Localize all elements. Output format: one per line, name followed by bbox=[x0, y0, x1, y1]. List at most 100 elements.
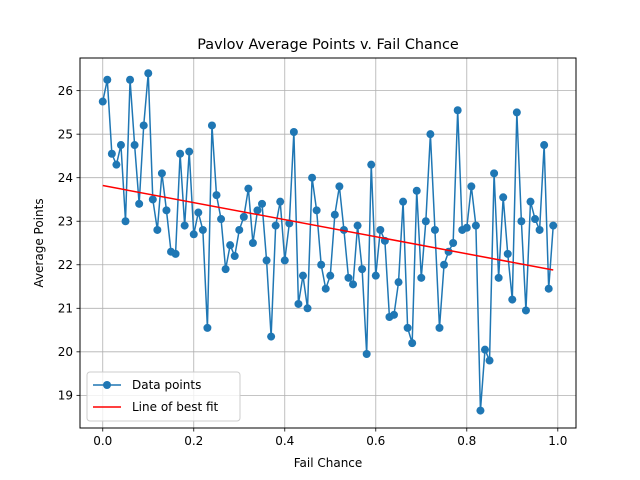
data-point bbox=[339, 225, 348, 234]
data-point bbox=[376, 225, 385, 234]
data-point bbox=[253, 206, 262, 215]
data-point bbox=[471, 221, 480, 230]
x-axis-label: Fail Chance bbox=[294, 456, 363, 470]
data-point bbox=[499, 193, 508, 202]
data-point bbox=[212, 191, 221, 200]
data-point bbox=[503, 249, 512, 258]
data-point bbox=[262, 256, 271, 265]
data-point bbox=[449, 239, 458, 247]
data-point bbox=[531, 215, 540, 224]
data-point bbox=[308, 173, 317, 182]
data-point bbox=[412, 186, 421, 195]
data-point bbox=[235, 225, 244, 234]
data-point bbox=[480, 345, 489, 354]
data-point bbox=[130, 141, 139, 150]
data-point bbox=[180, 221, 189, 230]
data-point bbox=[421, 217, 430, 226]
x-tick-label: 0.6 bbox=[366, 434, 385, 448]
x-tick-label: 0.4 bbox=[275, 434, 294, 448]
data-point bbox=[267, 332, 276, 341]
data-point bbox=[244, 184, 253, 193]
data-point bbox=[171, 249, 180, 258]
data-point bbox=[544, 284, 553, 293]
data-point bbox=[349, 280, 358, 289]
y-axis-ticks: 19 20 21 22 23 24 25 26 bbox=[58, 84, 80, 403]
data-point bbox=[217, 215, 226, 224]
data-point bbox=[330, 210, 339, 219]
data-point bbox=[321, 284, 330, 293]
y-tick-label: 25 bbox=[58, 127, 73, 141]
data-point bbox=[540, 141, 549, 150]
data-point bbox=[426, 130, 435, 139]
data-point bbox=[535, 225, 544, 234]
data-point bbox=[135, 199, 144, 208]
data-point bbox=[485, 356, 494, 365]
data-point bbox=[239, 212, 248, 221]
data-point bbox=[303, 304, 312, 313]
data-point bbox=[298, 271, 307, 280]
data-point bbox=[294, 299, 303, 308]
legend-label-line-of-best-fit: Line of best fit bbox=[132, 400, 219, 414]
data-point bbox=[271, 221, 280, 230]
data-point bbox=[121, 217, 130, 226]
data-point bbox=[112, 160, 121, 169]
data-point bbox=[440, 260, 449, 269]
data-point bbox=[144, 69, 153, 78]
data-point bbox=[394, 278, 403, 287]
x-axis-ticks: 0.0 0.2 0.4 0.6 0.8 1.0 bbox=[93, 428, 567, 448]
legend: Data points Line of best fit bbox=[86, 371, 241, 422]
data-point bbox=[153, 225, 162, 234]
best-fit-line bbox=[102, 184, 554, 271]
data-point bbox=[185, 147, 194, 156]
chart-title: Pavlov Average Points v. Fail Chance bbox=[197, 37, 459, 53]
data-point bbox=[248, 239, 257, 247]
data-point bbox=[148, 195, 157, 204]
data-point bbox=[103, 75, 112, 84]
data-point bbox=[371, 271, 380, 280]
data-point bbox=[508, 295, 517, 304]
x-tick-label: 1.0 bbox=[548, 434, 567, 448]
data-point bbox=[444, 247, 453, 256]
data-point bbox=[162, 206, 171, 215]
legend-marker-data-points bbox=[103, 381, 111, 389]
x-tick-label: 0.0 bbox=[93, 434, 112, 448]
data-points-line bbox=[102, 73, 554, 411]
data-point bbox=[344, 273, 353, 282]
data-point bbox=[280, 256, 289, 265]
axes-frame bbox=[79, 57, 577, 429]
data-point bbox=[207, 121, 216, 130]
data-point bbox=[98, 97, 107, 106]
data-point bbox=[198, 225, 207, 234]
data-point bbox=[139, 121, 148, 130]
data-point bbox=[512, 108, 521, 117]
data-point bbox=[221, 265, 230, 274]
data-point bbox=[462, 223, 471, 232]
data-point bbox=[230, 252, 239, 261]
data-point bbox=[258, 199, 267, 208]
x-tick-label: 0.8 bbox=[457, 434, 476, 448]
legend-label-data-points: Data points bbox=[132, 378, 201, 392]
data-point bbox=[389, 310, 398, 319]
data-point bbox=[521, 306, 530, 315]
data-point bbox=[490, 169, 499, 178]
data-point bbox=[367, 160, 376, 169]
x-tick-label: 0.2 bbox=[184, 434, 203, 448]
data-point bbox=[476, 406, 485, 415]
plot-area bbox=[98, 69, 558, 415]
y-axis-label: Average Points bbox=[32, 198, 46, 287]
data-point bbox=[312, 206, 321, 215]
data-point bbox=[517, 217, 526, 226]
y-tick-label: 21 bbox=[58, 302, 73, 316]
data-point bbox=[353, 221, 362, 230]
data-point bbox=[203, 323, 212, 332]
data-point bbox=[362, 350, 371, 358]
data-point bbox=[417, 273, 426, 282]
data-point bbox=[226, 241, 235, 250]
data-point bbox=[289, 128, 298, 136]
data-point bbox=[116, 141, 125, 150]
data-point bbox=[194, 208, 203, 217]
data-point bbox=[317, 260, 326, 269]
data-point bbox=[494, 273, 503, 282]
y-tick-label: 24 bbox=[58, 171, 73, 185]
